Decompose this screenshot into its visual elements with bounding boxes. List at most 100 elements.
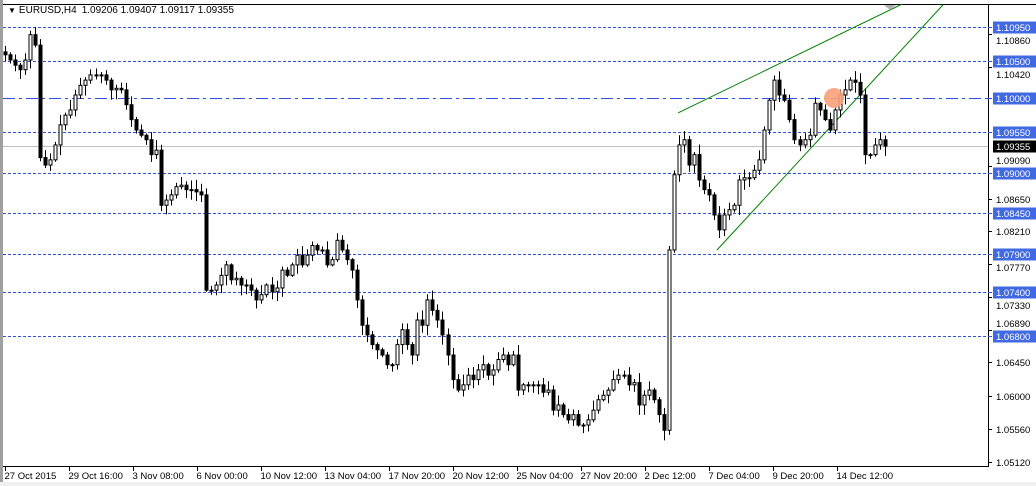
bull-candle-body	[330, 259, 335, 266]
bull-candle-body	[179, 184, 184, 188]
price-tick-label: 1.06000	[996, 392, 1030, 403]
bull-candle-body	[264, 284, 269, 296]
alert-marker-circle[interactable]	[824, 88, 844, 108]
candle	[23, 53, 28, 75]
current-price-box	[993, 140, 1036, 153]
bear-candle-body	[43, 157, 48, 166]
candle	[320, 246, 325, 255]
candle	[63, 112, 68, 131]
candle	[647, 381, 652, 401]
bull-candle-body	[224, 264, 229, 276]
bull-candle-body	[803, 139, 808, 146]
bear-candle-body	[637, 382, 642, 406]
bear-candle-body	[823, 109, 828, 121]
bull-candle-body	[848, 79, 853, 91]
level-label: 1.10000	[996, 94, 1030, 105]
candle	[798, 136, 803, 152]
candle	[496, 352, 501, 373]
bull-candle-body	[611, 379, 616, 391]
bull-candle-body	[647, 389, 652, 396]
price-tick-label: 1.10860	[996, 36, 1030, 47]
bear-candle-body	[184, 184, 189, 191]
bear-candle-body	[652, 389, 657, 401]
candle	[642, 390, 647, 415]
bull-candle-body	[295, 254, 300, 266]
candle	[652, 387, 657, 404]
time-axis[interactable]: 27 Oct 2015 29 Oct 16:00 3 Nov 08:00 6 Nov …	[5, 466, 894, 482]
candle	[848, 77, 853, 92]
time-tick-label: 10 Nov 12:00	[261, 471, 318, 482]
price-tick-label: 1.09090	[996, 156, 1030, 167]
bull-candle-body	[275, 287, 280, 293]
bull-candle-body	[83, 79, 88, 86]
bull-candle-body	[531, 384, 536, 387]
time-tick-label: 9 Dec 20:00	[773, 471, 824, 482]
bull-candle-body	[843, 89, 848, 96]
bear-candle-body	[828, 119, 833, 131]
bull-candle-body	[209, 289, 214, 292]
bear-candle-body	[365, 324, 370, 336]
price-tick-label: 1.08210	[996, 227, 1030, 238]
candle	[400, 323, 405, 355]
candle	[828, 112, 833, 133]
shift-marker-icon[interactable]	[884, 5, 896, 10]
level-label-box	[993, 207, 1036, 220]
candle	[300, 246, 305, 268]
candle	[340, 235, 345, 253]
bear-candle-body	[707, 189, 712, 196]
candle	[435, 304, 440, 328]
time-tick-label: 7 Dec 04:00	[709, 471, 760, 482]
candle	[264, 283, 269, 298]
candle	[99, 72, 104, 84]
bull-candle-body	[526, 384, 531, 387]
bull-candle-body	[808, 134, 813, 141]
candle	[345, 244, 350, 265]
bear-candle-body	[270, 284, 275, 293]
bull-candle-body	[78, 84, 83, 96]
candle	[456, 374, 461, 393]
candle	[792, 113, 797, 144]
bear-candle-body	[144, 134, 149, 141]
bear-candle-body	[883, 139, 888, 147]
bear-candle-body	[129, 104, 134, 121]
alert-marker[interactable]	[824, 5, 896, 108]
candle	[360, 295, 365, 336]
bull-candle-body	[425, 299, 430, 326]
bull-candle-body	[752, 169, 757, 179]
candle	[214, 281, 219, 296]
bull-candle-body	[732, 204, 737, 211]
bull-candle-body	[320, 249, 325, 252]
bear-candle-body	[340, 239, 345, 251]
candle	[249, 278, 254, 296]
trendline[interactable]	[677, 3, 903, 114]
candle	[229, 263, 234, 285]
level-label: 1.10500	[996, 57, 1030, 68]
candle	[727, 202, 732, 220]
candle	[259, 285, 264, 304]
candle	[425, 294, 430, 336]
bear-candle-body	[249, 284, 254, 291]
candle	[853, 71, 858, 93]
candle	[355, 264, 360, 308]
bear-candle-body	[576, 414, 581, 426]
bear-candle-body	[159, 149, 164, 206]
bull-candle-body	[461, 384, 466, 391]
candle	[184, 181, 189, 198]
bull-candle-body	[878, 139, 883, 146]
bear-candle-body	[119, 87, 124, 91]
price-axis[interactable]: 1.10950 1.10500 1.10000 1.09550 1.09000 1.084…	[988, 21, 1036, 470]
candle	[430, 290, 435, 316]
level-label-box	[993, 21, 1036, 34]
bull-candle-body	[476, 369, 481, 381]
bull-candle-body	[757, 159, 762, 171]
candle	[571, 409, 576, 426]
candle	[777, 71, 782, 103]
bull-candle-body	[214, 284, 219, 291]
candle	[88, 69, 93, 84]
triangle-down-icon[interactable]: ▼	[8, 6, 16, 15]
candle	[762, 126, 767, 164]
candle	[335, 233, 340, 262]
bear-candle-body	[456, 379, 461, 391]
bear-candle-body	[355, 269, 360, 301]
